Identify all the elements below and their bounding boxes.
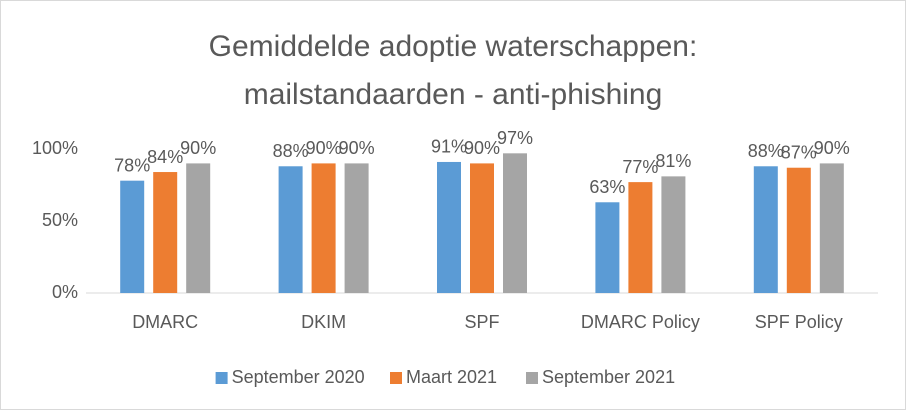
bar xyxy=(186,163,211,293)
value-label: 81% xyxy=(655,151,691,171)
bar xyxy=(503,153,527,293)
value-label: 90% xyxy=(464,138,500,158)
legend-swatch xyxy=(215,372,228,384)
value-label: 97% xyxy=(497,128,533,148)
bar xyxy=(661,176,686,293)
bar xyxy=(120,180,145,293)
legend-label: September 2021 xyxy=(542,367,675,387)
bar xyxy=(311,163,336,293)
bar xyxy=(819,163,844,293)
chart-title: mailstandaarden - anti-phishing xyxy=(244,78,663,111)
value-label: 88% xyxy=(273,141,309,161)
chart-title: Gemiddelde adoptie waterschappen: xyxy=(209,30,698,63)
bar xyxy=(786,167,811,293)
x-tick-label: DMARC xyxy=(132,312,198,332)
value-label: 90% xyxy=(180,138,216,158)
legend-swatch xyxy=(526,372,538,384)
legend-swatch xyxy=(390,372,402,384)
y-tick-label: 0% xyxy=(52,282,78,302)
x-tick-label: DKIM xyxy=(301,312,346,332)
bar xyxy=(437,161,461,293)
y-tick-label: 50% xyxy=(42,210,78,230)
bar xyxy=(628,182,653,293)
bar xyxy=(753,166,778,293)
value-label: 87% xyxy=(781,142,817,162)
value-label: 90% xyxy=(306,138,342,158)
y-tick-label: 100% xyxy=(32,138,78,158)
bar xyxy=(595,202,620,293)
x-tick-label: DMARC Policy xyxy=(581,312,700,332)
legend-label: September 2020 xyxy=(232,367,365,387)
bar xyxy=(278,166,303,293)
bar xyxy=(153,172,178,293)
value-label: 63% xyxy=(589,177,625,197)
bar xyxy=(344,163,369,293)
legend-label: Maart 2021 xyxy=(406,367,497,387)
value-label: 84% xyxy=(147,147,183,167)
bar xyxy=(470,163,494,293)
x-tick-label: SPF Policy xyxy=(755,312,843,332)
value-label: 88% xyxy=(748,141,784,161)
value-label: 90% xyxy=(814,138,850,158)
value-label: 91% xyxy=(431,137,467,157)
value-label: 78% xyxy=(114,155,150,175)
value-label: 90% xyxy=(339,138,375,158)
x-tick-label: SPF xyxy=(464,312,499,332)
value-label: 77% xyxy=(622,157,658,177)
